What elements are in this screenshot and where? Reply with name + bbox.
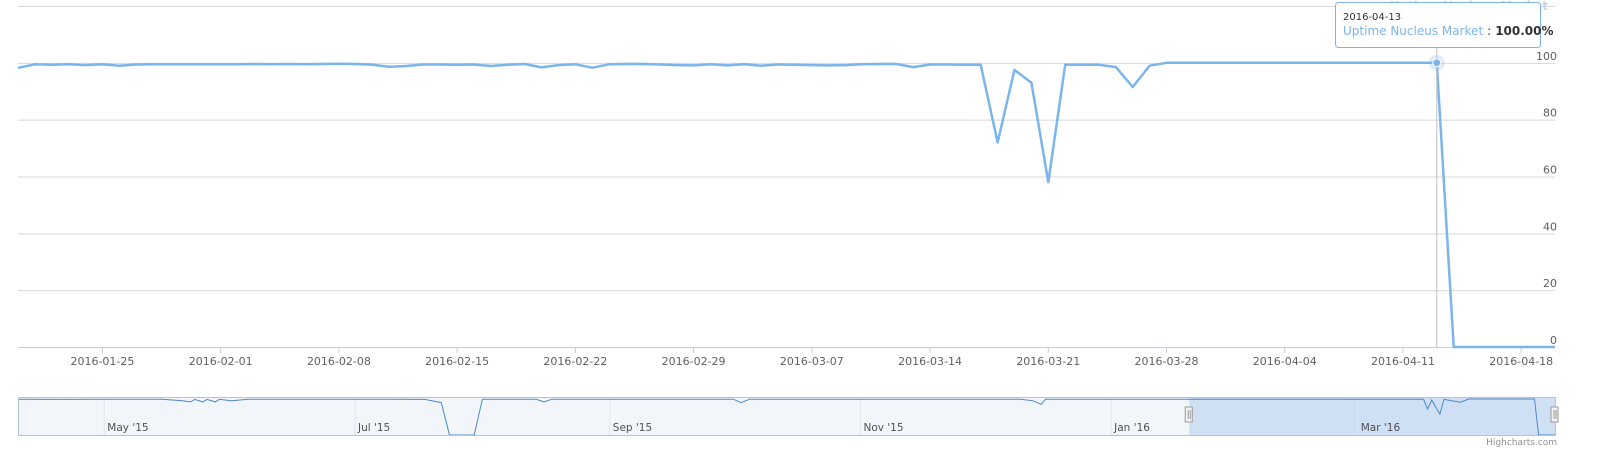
navigator-line: [17, 398, 1555, 436]
x-tick-label: 2016-04-04: [1253, 355, 1317, 368]
x-tick-label: 2016-04-18: [1489, 355, 1553, 368]
x-tick-label: 2016-02-08: [307, 355, 371, 368]
x-tick-label: 2016-04-11: [1371, 355, 1435, 368]
credits: Highcharts.com: [1486, 438, 1557, 448]
navigator-tick-label: May '15: [107, 422, 148, 434]
navigator-tick-label: Jul '15: [357, 422, 390, 434]
navigator-selection: [1189, 397, 1555, 435]
x-tick-label: 2016-02-29: [662, 355, 726, 368]
x-tick-label: 2016-03-07: [780, 355, 844, 368]
tooltip-value: 100.00%: [1495, 24, 1553, 38]
tooltip-box: [1335, 2, 1541, 48]
y-tick-label: 80: [1543, 107, 1557, 120]
navigator-tick-label: Sep '15: [613, 422, 652, 434]
x-tick-label: 2016-03-14: [898, 355, 962, 368]
y-tick-label: 60: [1543, 164, 1557, 177]
y-tick-label: 40: [1543, 220, 1557, 233]
tooltip-line: Uptime Nucleus Market:100.00%: [1343, 24, 1554, 38]
navigator-tick-label: Jan '16: [1113, 422, 1150, 434]
x-tick-label: 2016-03-21: [1016, 355, 1080, 368]
y-tick-label: 0: [1550, 334, 1557, 347]
y-tick-label: 100: [1536, 50, 1557, 63]
x-tick-label: 2016-02-01: [189, 355, 253, 368]
x-tick-label: 2016-02-15: [425, 355, 489, 368]
hover-point: [1432, 58, 1442, 68]
tooltip-separator: :: [1487, 24, 1491, 38]
x-tick-label: 2016-02-22: [543, 355, 607, 368]
x-tick-label: 2016-03-28: [1135, 355, 1199, 368]
navigator-tick-label: Mar '16: [1361, 422, 1401, 434]
x-tick-label: 2016-01-25: [70, 355, 134, 368]
tooltip-series: Uptime Nucleus Market: [1343, 24, 1483, 38]
navigator-tick-label: Nov '15: [863, 422, 903, 434]
tooltip-date: 2016-04-13: [1343, 12, 1401, 23]
series-line: [18, 61, 1555, 349]
y-tick-label: 20: [1543, 277, 1557, 290]
